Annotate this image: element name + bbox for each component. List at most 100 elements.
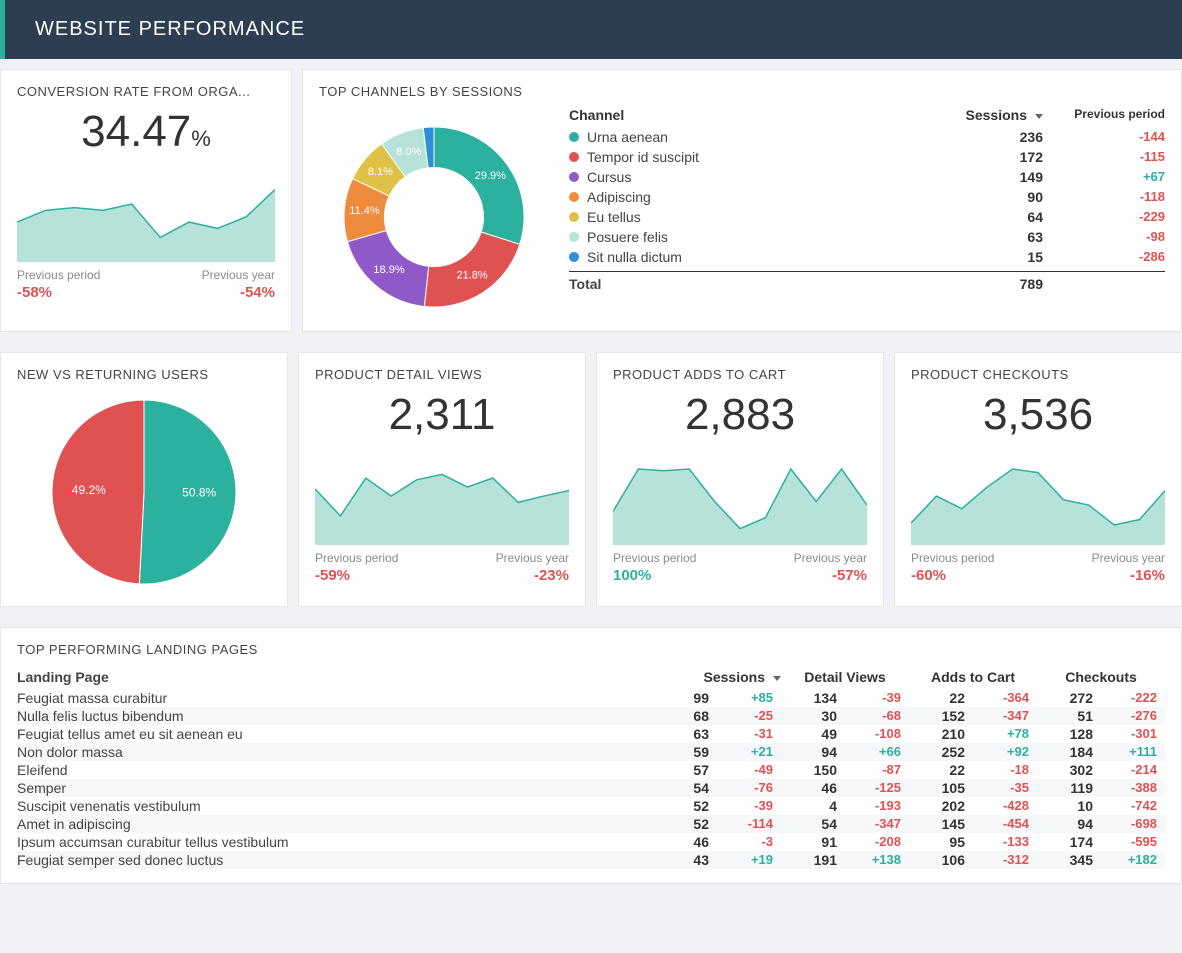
landing-cell-value: 94	[781, 744, 837, 760]
landing-cell-value: 134	[781, 690, 837, 706]
landing-page-name: Ipsum accumsan curabitur tellus vestibul…	[17, 834, 653, 850]
landing-cell-value: 22	[909, 690, 965, 706]
landing-row: Non dolor massa59+2194+66252+92184+111	[17, 743, 1165, 761]
channel-sessions: 149	[953, 167, 1043, 187]
metric-prev-row: Previous period -60% Previous year -16%	[911, 551, 1165, 584]
channel-change: -98	[1043, 227, 1165, 247]
metric-card-1: PRODUCT ADDS TO CART 2,883 Previous peri…	[596, 352, 884, 607]
channel-dot-icon	[569, 212, 579, 222]
conversion-value-num: 34.47	[81, 107, 191, 156]
landing-cell-change: -76	[709, 780, 781, 796]
channel-name: Cursus	[569, 167, 953, 187]
landing-cell-value: 105	[909, 780, 965, 796]
landing-cell-change: -108	[837, 726, 909, 742]
landing-cell-value: 46	[653, 834, 709, 850]
prev-period-value: -59%	[315, 567, 398, 584]
col-prev: Previous period	[1043, 107, 1165, 123]
prev-year-label: Previous year	[496, 551, 569, 565]
landing-cell-change: -193	[837, 798, 909, 814]
prev-period-label: Previous period	[911, 551, 994, 565]
metric-card-2: PRODUCT CHECKOUTS 3,536 Previous period -…	[894, 352, 1182, 607]
landing-cell-value: 202	[909, 798, 965, 814]
landing-cell-value: 10	[1037, 798, 1093, 814]
prev-period-value: -58%	[17, 284, 100, 301]
landing-page-name: Semper	[17, 780, 653, 796]
channel-name: Posuere felis	[569, 227, 953, 247]
landing-cell-change: -208	[837, 834, 909, 850]
landing-cell-change: +85	[709, 690, 781, 706]
conversion-prev-period: Previous period -58%	[17, 268, 100, 301]
landing-cell-change: -428	[965, 798, 1037, 814]
metric-value: 2,883	[613, 390, 867, 440]
landing-cell-change: -125	[837, 780, 909, 796]
landing-cell-change: -31	[709, 726, 781, 742]
landing-row: Eleifend57-49150-8722-18302-214	[17, 761, 1165, 779]
landing-cell-change: -276	[1093, 708, 1165, 724]
col-sessions[interactable]: Sessions	[953, 107, 1043, 123]
landing-cell-value: 52	[653, 798, 709, 814]
channel-change: -229	[1043, 207, 1165, 227]
metric-title: PRODUCT DETAIL VIEWS	[315, 367, 569, 382]
svg-text:21.8%: 21.8%	[456, 269, 487, 281]
landing-cell-change: +111	[1093, 744, 1165, 760]
col-checkouts[interactable]: Checkouts	[1037, 669, 1165, 685]
prev-period-value: -60%	[911, 567, 994, 584]
channel-sessions: 64	[953, 207, 1043, 227]
landing-cell-value: 22	[909, 762, 965, 778]
landing-page-name: Nulla felis luctus bibendum	[17, 708, 653, 724]
landing-cell-change: -114	[709, 816, 781, 832]
channel-dot-icon	[569, 152, 579, 162]
landing-cell-change: -454	[965, 816, 1037, 832]
landing-cell-change: +21	[709, 744, 781, 760]
metric-title: PRODUCT CHECKOUTS	[911, 367, 1165, 382]
prev-year-value: -54%	[202, 284, 275, 301]
landing-page-name: Amet in adipiscing	[17, 816, 653, 832]
col-sessions[interactable]: Sessions	[653, 669, 781, 685]
channel-name: Sit nulla dictum	[569, 247, 953, 267]
metric-sparkline	[911, 450, 1165, 545]
page-header: WEBSITE PERFORMANCE	[0, 0, 1182, 59]
landing-cell-value: 54	[653, 780, 709, 796]
landing-cell-value: 51	[1037, 708, 1093, 724]
landing-row: Semper54-7646-125105-35119-388	[17, 779, 1165, 797]
landing-row: Amet in adipiscing52-11454-347145-45494-…	[17, 815, 1165, 833]
percent-sign: %	[191, 126, 211, 151]
landing-cell-change: +182	[1093, 852, 1165, 868]
new-vs-returning-card: NEW VS RETURNING USERS 50.8%49.2%	[0, 352, 288, 607]
channel-row: Urna aenean236-144	[569, 127, 1165, 147]
prev-year-label: Previous year	[1092, 551, 1165, 565]
landing-page-name: Feugiat tellus amet eu sit aenean eu	[17, 726, 653, 742]
landing-cell-change: +66	[837, 744, 909, 760]
col-adds[interactable]: Adds to Cart	[909, 669, 1037, 685]
landing-cell-change: -133	[965, 834, 1037, 850]
metric-sparkline	[613, 450, 867, 545]
landing-row: Feugiat massa curabitur99+85134-3922-364…	[17, 689, 1165, 707]
channel-dot-icon	[569, 232, 579, 242]
landing-cell-change: +138	[837, 852, 909, 868]
landing-cell-value: 46	[781, 780, 837, 796]
landing-cell-change: -214	[1093, 762, 1165, 778]
landing-table: Landing Page Sessions Detail Views Adds …	[17, 665, 1165, 869]
svg-text:50.8%: 50.8%	[182, 486, 216, 500]
landing-cell-value: 99	[653, 690, 709, 706]
total-value: 789	[953, 274, 1043, 294]
channels-total-row: Total 789	[569, 271, 1165, 294]
prev-year-value: -16%	[1092, 567, 1165, 584]
channel-change: -286	[1043, 247, 1165, 267]
landing-row: Nulla felis luctus bibendum68-2530-68152…	[17, 707, 1165, 725]
channel-sessions: 15	[953, 247, 1043, 267]
landing-cell-change: -698	[1093, 816, 1165, 832]
metric-sparkline	[315, 450, 569, 545]
landing-row: Suscipit venenatis vestibulum52-394-1932…	[17, 797, 1165, 815]
prev-year-label: Previous year	[794, 551, 867, 565]
channel-row: Adipiscing90-118	[569, 187, 1165, 207]
prev-period-label: Previous period	[17, 268, 100, 282]
metric-value: 3,536	[911, 390, 1165, 440]
landing-cell-value: 210	[909, 726, 965, 742]
landing-cell-value: 49	[781, 726, 837, 742]
col-detail[interactable]: Detail Views	[781, 669, 909, 685]
landing-page-name: Eleifend	[17, 762, 653, 778]
landing-cell-value: 302	[1037, 762, 1093, 778]
landing-cell-value: 145	[909, 816, 965, 832]
landing-title: TOP PERFORMING LANDING PAGES	[17, 642, 1165, 657]
